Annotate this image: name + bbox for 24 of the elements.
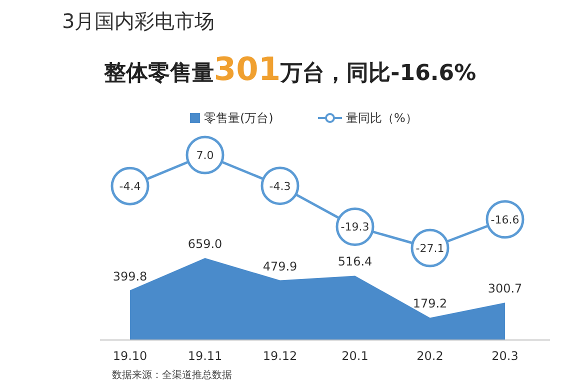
data-label: 399.8 <box>112 269 148 284</box>
data-label: -16.6 <box>490 213 520 226</box>
data-label: 479.9 <box>262 259 298 274</box>
x-tick-label: 19.11 <box>188 349 222 363</box>
legend-label: 零售量(万台) <box>204 111 274 125</box>
data-label: 516.4 <box>338 254 372 269</box>
x-tick-label: 19.10 <box>112 349 148 363</box>
data-label: -19.3 <box>340 220 370 234</box>
data-label: 300.7 <box>488 282 522 296</box>
source-note: 数据来源：全渠道推总数据 <box>112 369 232 381</box>
x-tick-label: 20.3 <box>492 349 518 363</box>
x-tick-label: 20.1 <box>342 349 368 363</box>
chart-subtitle: 整体零售量301万台，同比-16.6% <box>102 50 476 88</box>
data-label: -4.3 <box>269 180 291 193</box>
data-label: -27.1 <box>416 242 444 255</box>
point <box>186 136 224 174</box>
data-label: 659.0 <box>188 237 222 251</box>
legend-label: 量同比（%） <box>346 111 418 125</box>
x-tick-label: 19.12 <box>262 349 298 363</box>
x-tick-label: 20.2 <box>416 349 444 363</box>
data-label: 179.2 <box>412 296 448 311</box>
chart-title: 3月国内彩电市场 <box>62 9 215 33</box>
data-label: 7.0 <box>196 149 214 162</box>
data-label: -4.4 <box>119 180 141 194</box>
